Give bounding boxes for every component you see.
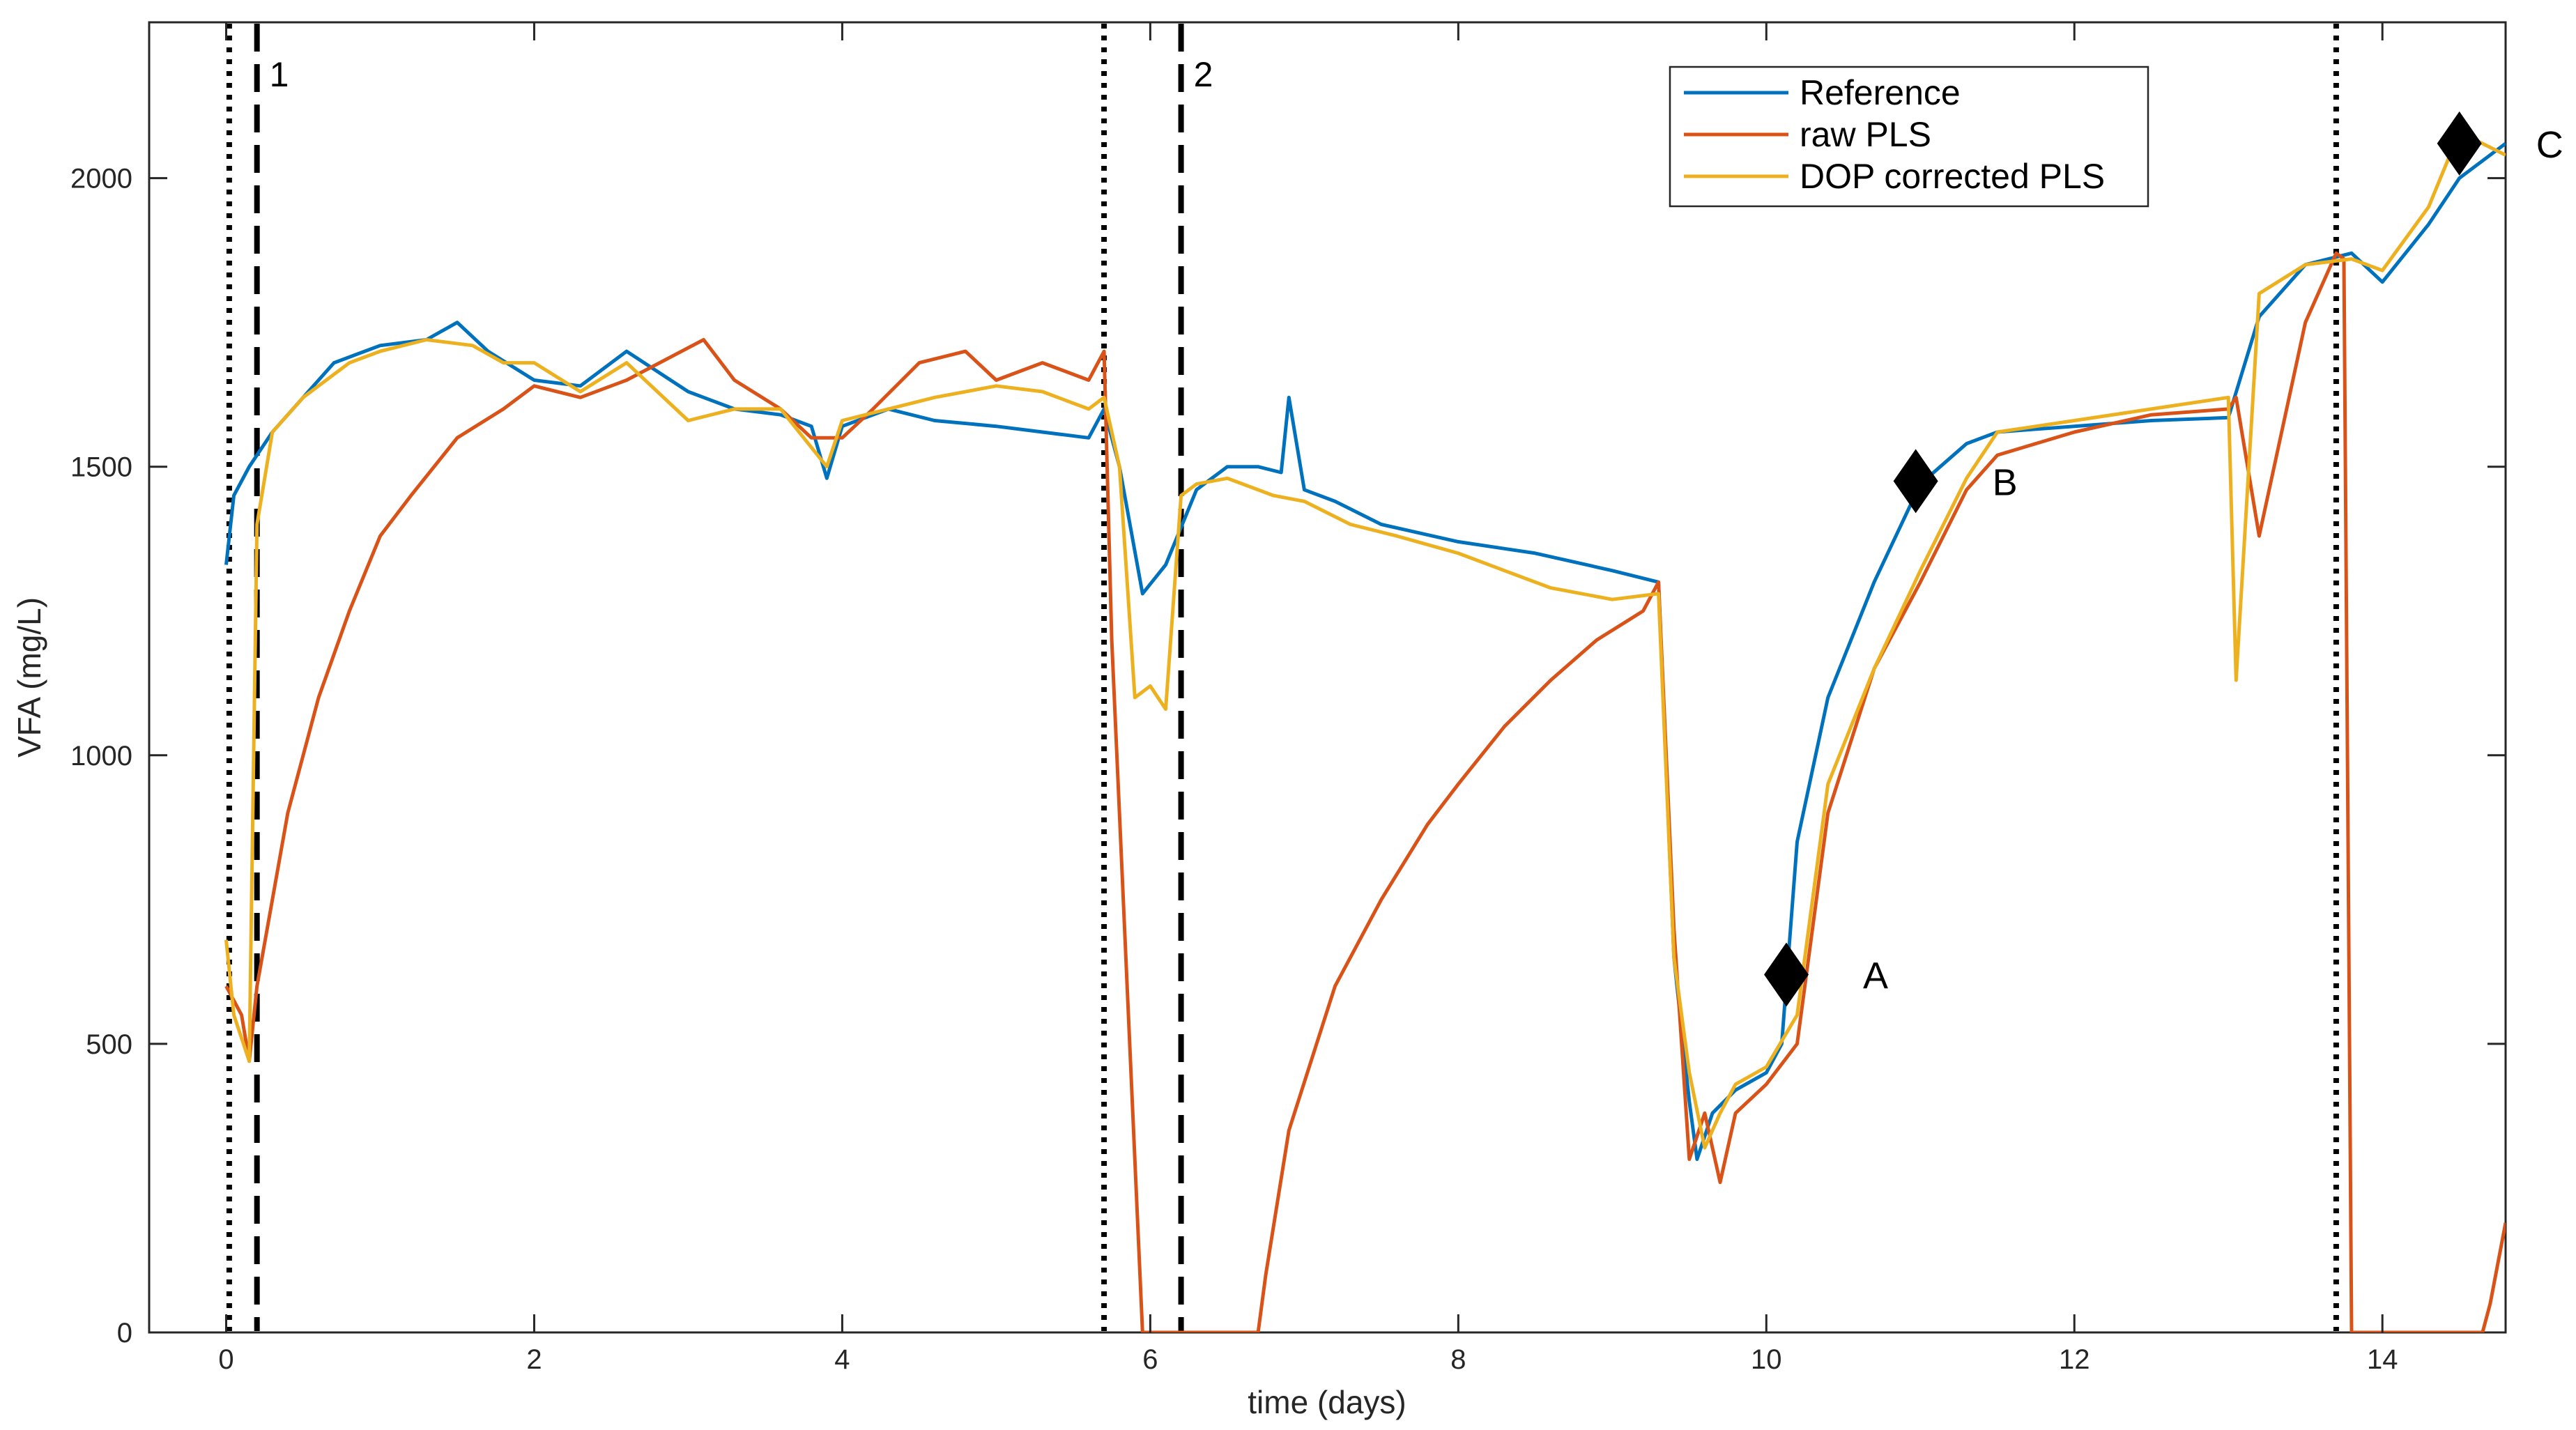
event-line-label: 2 bbox=[1194, 55, 1213, 94]
markers-layer: A B C bbox=[1764, 111, 2563, 1007]
marker-b bbox=[1893, 449, 1938, 514]
series-line-dop-corrected-pls bbox=[224, 130, 2506, 1150]
marker-a bbox=[1764, 942, 1809, 1007]
series-layer bbox=[224, 130, 2506, 1332]
y-axis-title: VFA (mg/L) bbox=[11, 597, 47, 758]
marker-c bbox=[2437, 111, 2482, 176]
marker-label-c: C bbox=[2536, 124, 2563, 166]
marker-label-a: A bbox=[1863, 955, 1888, 997]
x-tick-label: 14 bbox=[2367, 1344, 2398, 1375]
x-tick-label: 4 bbox=[834, 1344, 850, 1375]
x-tick-label: 0 bbox=[218, 1344, 233, 1375]
x-axis-title: time (days) bbox=[1248, 1384, 1406, 1420]
legend-label-reference: Reference bbox=[1800, 73, 1961, 112]
legend-box bbox=[1669, 66, 2149, 208]
y-tick-label: 500 bbox=[86, 1029, 132, 1060]
y-tick-label: 1000 bbox=[70, 741, 132, 771]
y-tick-label: 0 bbox=[117, 1318, 132, 1348]
legend: Reference raw PLS DOP corrected PLS bbox=[1669, 66, 2149, 208]
legend-label-dop-corrected-pls: DOP corrected PLS bbox=[1800, 157, 2105, 196]
y-tick-label: 1500 bbox=[70, 452, 132, 483]
series-line-raw-pls bbox=[224, 251, 2506, 1332]
y-tick-label: 2000 bbox=[70, 164, 132, 194]
marker-label-b: B bbox=[1993, 461, 2018, 503]
x-tick-label: 8 bbox=[1450, 1344, 1466, 1375]
series-line-reference bbox=[224, 141, 2506, 1161]
x-tick-label: 6 bbox=[1142, 1344, 1158, 1375]
x-tick-label: 2 bbox=[526, 1344, 542, 1375]
legend-label-raw-pls: raw PLS bbox=[1800, 115, 1931, 154]
plot-area-frame bbox=[148, 21, 2507, 1334]
event-line-label: 1 bbox=[270, 55, 289, 94]
x-tick-label: 12 bbox=[2059, 1344, 2090, 1375]
x-tick-label: 10 bbox=[1751, 1344, 1782, 1375]
